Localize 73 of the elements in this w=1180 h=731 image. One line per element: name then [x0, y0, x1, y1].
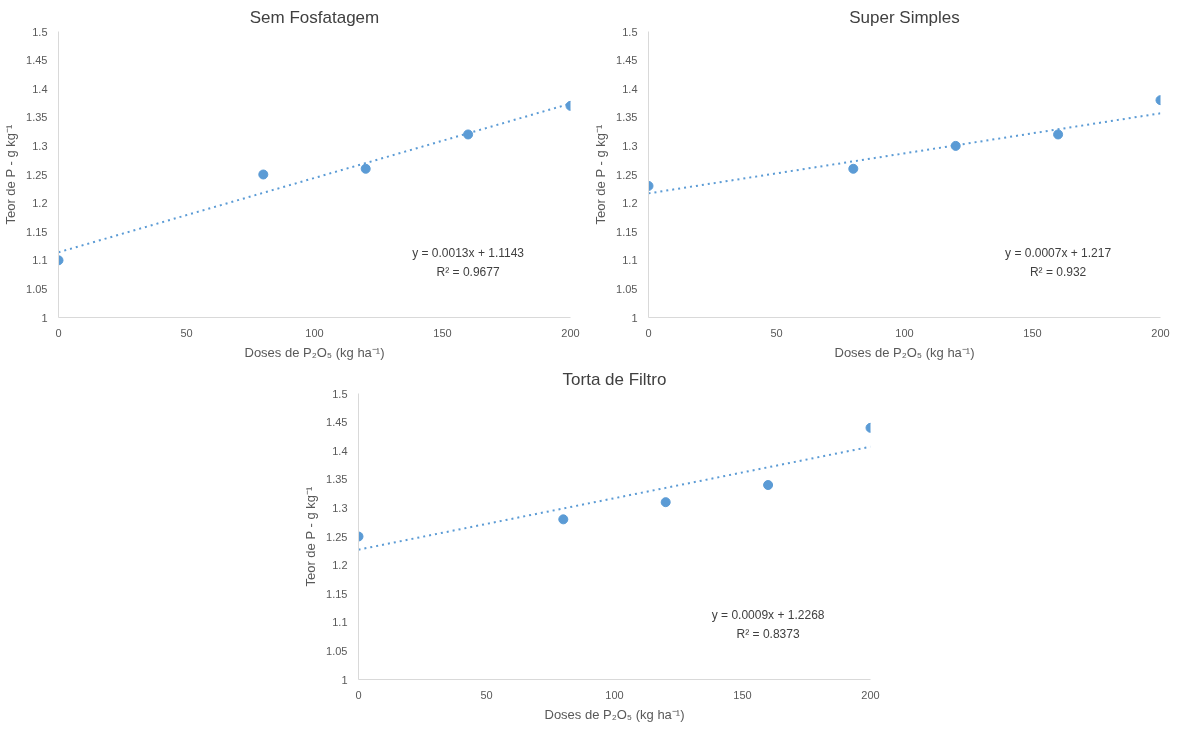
x-tick-label: 50 — [770, 326, 783, 339]
y-tick-label: 1.45 — [616, 54, 638, 67]
y-tick-label: 1.4 — [332, 444, 348, 457]
y-axis-title: Teor de P - g kg⁻¹ — [3, 124, 19, 225]
y-tick-label: 1 — [631, 311, 638, 324]
y-tick-label: 1.2 — [622, 197, 638, 210]
annotation: y = 0.0009x + 1.2268 — [711, 608, 825, 623]
y-tick-label: 1.25 — [326, 530, 348, 543]
y-tick-label: 1.3 — [622, 139, 638, 152]
chart-title: Torta de Filtro — [562, 369, 667, 389]
point — [360, 163, 371, 174]
y-tick-label: 1.4 — [32, 82, 48, 95]
annotation: R² = 0.9677 — [436, 264, 500, 279]
chart-title: Sem Fosfatagem — [249, 7, 380, 27]
y-tick-label: 1.2 — [332, 559, 348, 572]
line-series — [648, 112, 1161, 195]
y-tick-label: 1.1 — [332, 616, 348, 629]
x-axis-title: Doses de P₂O₅ (kg ha⁻¹) — [244, 344, 385, 360]
x-tick-label: 200 — [1151, 326, 1170, 339]
y-tick-label: 1.1 — [622, 254, 638, 267]
annotation: y = 0.0013x + 1.1143 — [412, 246, 525, 261]
y-tick-label: 1.4 — [622, 82, 638, 95]
y-tick-label: 1.2 — [32, 197, 48, 210]
y-tick-label: 1 — [341, 673, 348, 686]
y-tick-label: 1 — [41, 311, 48, 324]
y-tick-label: 1.45 — [326, 416, 348, 429]
y-tick-label: 1.05 — [616, 282, 638, 295]
y-tick-label: 1.1 — [32, 254, 48, 267]
y-tick-label: 1.35 — [326, 473, 348, 486]
y-tick-label: 1.5 — [332, 387, 348, 400]
x-tick-label: 150 — [1023, 326, 1042, 339]
point — [258, 169, 269, 180]
x-tick-label: 0 — [55, 326, 62, 339]
chart-title: Super Simples — [849, 7, 960, 27]
point — [463, 129, 474, 140]
point — [660, 497, 671, 508]
x-tick-label: 200 — [861, 688, 880, 701]
annotation: R² = 0.8373 — [736, 626, 800, 641]
y-tick-label: 1.5 — [622, 25, 638, 38]
y-tick-label: 1.5 — [32, 25, 48, 38]
y-tick-label: 1.25 — [616, 168, 638, 181]
x-tick-label: 0 — [355, 688, 362, 701]
y-tick-label: 1.05 — [26, 282, 48, 295]
y-tick-label: 1.3 — [32, 139, 48, 152]
x-tick-label: 150 — [433, 326, 452, 339]
x-tick-label: 0 — [645, 326, 652, 339]
y-tick-label: 1.45 — [26, 54, 48, 67]
y-tick-label: 1.15 — [26, 225, 48, 238]
y-tick-label: 1.25 — [26, 168, 48, 181]
x-axis-title: Doses de P₂O₅ (kg ha⁻¹) — [544, 706, 685, 722]
y-tick-label: 1.15 — [326, 587, 348, 600]
x-tick-label: 50 — [180, 326, 193, 339]
y-tick-label: 1.35 — [616, 111, 638, 124]
y-axis-title: Teor de P - g kg⁻¹ — [593, 124, 609, 225]
y-tick-label: 1.3 — [332, 501, 348, 514]
x-tick-label: 150 — [733, 688, 752, 701]
x-axis-title: Doses de P₂O₅ (kg ha⁻¹) — [834, 344, 975, 360]
y-tick-label: 1.35 — [26, 111, 48, 124]
annotation: y = 0.0007x + 1.217 — [1005, 246, 1112, 261]
x-tick-label: 100 — [305, 326, 324, 339]
x-tick-label: 50 — [480, 688, 493, 701]
point — [558, 514, 569, 525]
x-tick-label: 200 — [561, 326, 580, 339]
x-tick-label: 100 — [605, 688, 624, 701]
point — [950, 140, 961, 151]
y-axis-title: Teor de P - g kg⁻¹ — [303, 486, 319, 587]
point — [1053, 129, 1064, 140]
y-tick-label: 1.05 — [326, 644, 348, 657]
annotation: R² = 0.932 — [1029, 264, 1087, 279]
y-tick-label: 1.15 — [616, 225, 638, 238]
point — [763, 480, 774, 491]
x-tick-label: 100 — [895, 326, 914, 339]
point — [848, 163, 859, 174]
